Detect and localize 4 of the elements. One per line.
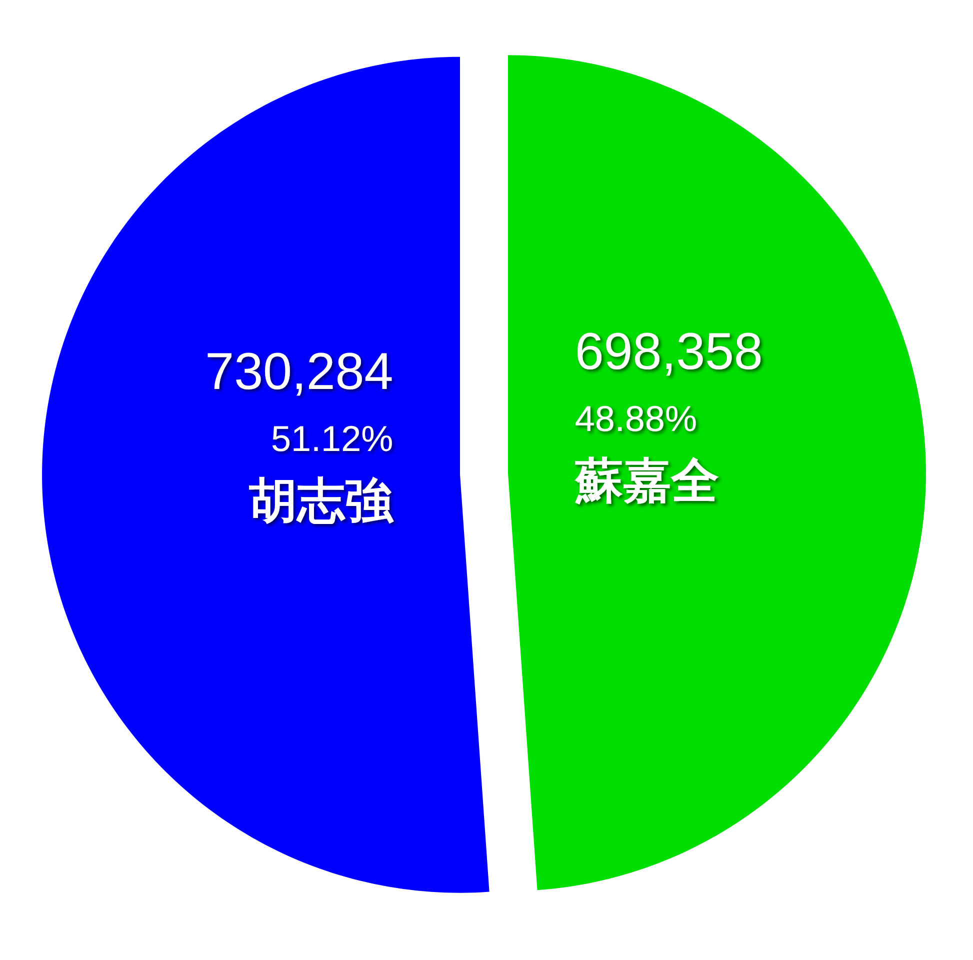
slice-label: 蘇嘉全 <box>574 455 719 508</box>
data-label: 698,358 48.88% <box>574 323 763 439</box>
slice-label: 胡志強 <box>248 475 394 528</box>
data-label: 730,284 51.12% <box>205 343 394 459</box>
